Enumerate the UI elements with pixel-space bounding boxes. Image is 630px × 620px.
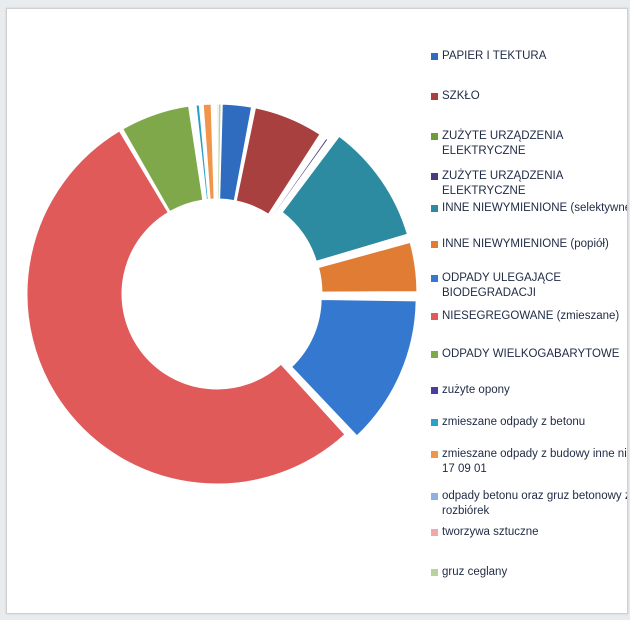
legend-label: zmieszane odpady z budowy inne niż 17 09…	[442, 448, 627, 475]
pie-slice	[214, 103, 217, 200]
legend-label: ZUŻYTE URZĄDZENIA ELEKTRYCZNE	[442, 170, 563, 197]
legend-swatch	[431, 241, 438, 248]
legend-swatch	[431, 313, 438, 320]
legend-swatch	[431, 493, 438, 500]
pie-slice	[269, 135, 324, 216]
chart-panel: PAPIER I TEKTURA SZKŁO ZUŻYTE URZĄDZENIA E…	[6, 8, 628, 614]
legend-item: INNE NIEWYMIENIONE (selektywne)	[431, 201, 627, 216]
legend-label: INNE NIEWYMIENIONE (selektywne)	[442, 202, 627, 214]
legend-label: ODPADY ULEGAJĄCE BIODEGRADACJI	[442, 272, 562, 299]
legend-label: odpady betonu oraz gruz betonowy z rozbi…	[442, 490, 627, 517]
legend-swatch	[431, 173, 438, 180]
legend-item: NIESEGREGOWANE (zmieszane)	[431, 309, 627, 324]
legend-item: SZKŁO	[431, 89, 627, 104]
pie-slice	[219, 103, 253, 202]
legend-label: gruz ceglany	[442, 566, 508, 578]
pie-slice	[281, 135, 408, 262]
legend-item: tworzywa sztuczne	[431, 525, 627, 540]
legend-label: PAPIER I TEKTURA	[442, 50, 547, 62]
pie-slice	[217, 103, 222, 200]
legend-swatch	[431, 529, 438, 536]
legend-label: INNE NIEWYMIENIONE (popiół)	[442, 238, 609, 250]
legend-swatch	[431, 133, 438, 140]
legend-item: zużyte opony	[431, 383, 627, 398]
legend-swatch	[431, 451, 438, 458]
legend-item: ODPADY ULEGAJĄCE BIODEGRADACJI	[431, 271, 627, 301]
legend-item: ZUŻYTE URZĄDZENIA ELEKTRYCZNE	[431, 169, 627, 199]
legend-swatch	[431, 205, 438, 212]
legend-item: odpady betonu oraz gruz betonowy z rozbi…	[431, 489, 627, 519]
legend-swatch	[431, 351, 438, 358]
legend-item: zmieszane odpady z betonu	[431, 415, 627, 430]
legend-item: PAPIER I TEKTURA	[431, 49, 627, 64]
chart-legend: PAPIER I TEKTURA SZKŁO ZUŻYTE URZĄDZENIA E…	[431, 49, 627, 599]
legend-label: zmieszane odpady z betonu	[442, 416, 586, 428]
legend-item: zmieszane odpady z budowy inne niż 17 09…	[431, 447, 627, 477]
pie-slice	[26, 130, 346, 485]
legend-label: NIESEGREGOWANE (zmieszane)	[442, 310, 620, 322]
pie-slice	[122, 105, 204, 213]
legend-label: ODPADY WIELKOGABARYTOWE	[442, 348, 620, 360]
legend-label: tworzywa sztuczne	[442, 526, 539, 538]
legend-label: ZUŻYTE URZĄDZENIA ELEKTRYCZNE	[442, 130, 563, 157]
legend-swatch	[431, 569, 438, 576]
legend-swatch	[431, 93, 438, 100]
legend-swatch	[431, 419, 438, 426]
pie-slice	[195, 104, 209, 201]
legend-item: ODPADY WIELKOGABARYTOWE	[431, 347, 627, 362]
donut-chart	[26, 103, 418, 485]
legend-item: ZUŻYTE URZĄDZENIA ELEKTRYCZNE	[431, 129, 627, 159]
legend-label: SZKŁO	[442, 90, 480, 102]
pie-slice	[317, 241, 418, 293]
legend-item: gruz ceglany	[431, 565, 627, 580]
legend-item: INNE NIEWYMIENIONE (popiół)	[431, 237, 627, 252]
pie-slice	[270, 137, 329, 218]
legend-swatch	[431, 275, 438, 282]
pie-slice	[202, 103, 215, 200]
legend-swatch	[431, 53, 438, 60]
pie-slice	[235, 107, 321, 215]
pie-slice	[191, 105, 206, 201]
legend-swatch	[431, 387, 438, 394]
pie-slice	[290, 298, 417, 437]
legend-label: zużyte opony	[442, 384, 510, 396]
